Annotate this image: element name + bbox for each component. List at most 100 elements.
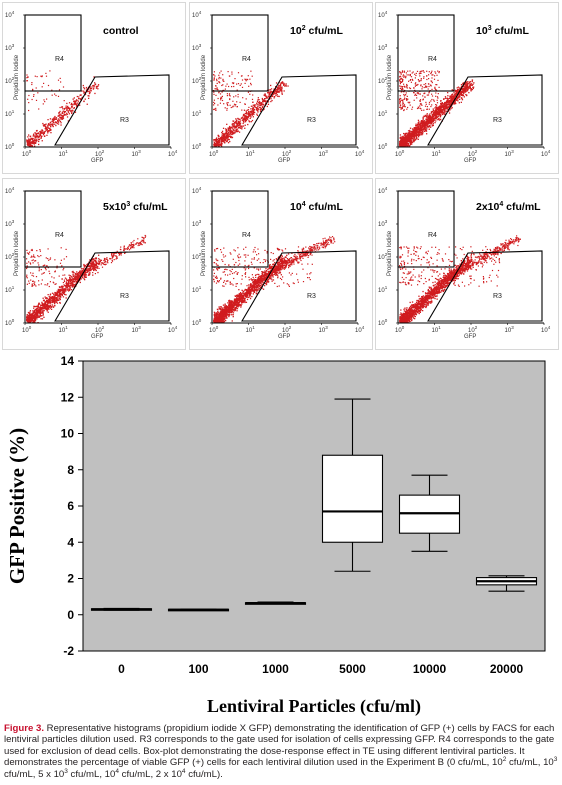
facs-y-tick-label: 100	[192, 142, 202, 151]
facs-x-tick-label: 104	[355, 325, 365, 334]
gate-r3-label: R3	[493, 117, 502, 124]
x-tick-label: 100	[188, 662, 208, 676]
y-tick-label: 12	[61, 390, 75, 404]
box-100	[167, 608, 230, 612]
x-tick-label: 1000	[262, 662, 289, 676]
panel-title: 5x103 cfu/mL	[103, 201, 168, 213]
facs-x-tick-label: 103	[505, 149, 515, 158]
facs-x-tick-label: 101	[59, 149, 69, 158]
facs-y-tick-label: 104	[378, 186, 388, 195]
gate-r3-polygon	[427, 74, 543, 146]
facs-dot-cloud	[26, 70, 100, 148]
facs-x-tick-label: 103	[132, 149, 142, 158]
y-tick-label: 6	[67, 499, 74, 513]
facs-y-tick-label: 101	[378, 285, 388, 294]
box-0	[90, 607, 153, 611]
gate-r3-polygon	[54, 74, 170, 146]
facs-y-tick-label: 103	[378, 43, 388, 52]
facs-y-tick-label: 100	[5, 142, 15, 151]
facs-x-tick-label: 102	[95, 149, 105, 158]
facs-x-label: GFP	[278, 334, 290, 340]
facs-x-tick-label: 104	[168, 325, 178, 334]
gate-r3-polygon	[241, 74, 357, 146]
facs-plot: R4 R3 100 100 101 101 102 102 103 103 104 104 GFP Pro…	[5, 10, 178, 164]
y-tick-label: 4	[67, 535, 74, 549]
facs-x-label: GFP	[278, 158, 290, 164]
facs-x-tick-label: 101	[59, 325, 69, 334]
facs-x-tick-label: 100	[22, 149, 32, 158]
facs-y-tick-label: 103	[5, 219, 15, 228]
facs-y-tick-label: 100	[5, 318, 15, 327]
facs-x-label: GFP	[464, 334, 476, 340]
facs-y-tick-label: 103	[5, 43, 15, 52]
x-tick-label: 0	[118, 662, 125, 676]
plot-area	[82, 360, 546, 652]
facs-panel: R4 R3 100 100 101 101 102 102 103 103 104 104 GFP Pro…	[2, 178, 186, 350]
panel-title: 103 cfu/mL	[476, 25, 530, 37]
facs-plot: R4 R3 100 100 101 101 102 102 103 103 104 104 GFP Pro…	[378, 186, 551, 340]
y-axis-label: GFP Positive (%)	[5, 428, 29, 584]
gate-r3-polygon	[54, 250, 170, 322]
gate-r3-label: R3	[120, 293, 129, 300]
iqr-box	[321, 454, 384, 543]
facs-y-tick-label: 102	[192, 76, 202, 85]
facs-x-tick-label: 100	[209, 325, 219, 334]
facs-y-tick-label: 100	[192, 318, 202, 327]
facs-panel-grid: R4 R3 100 100 101 101 102 102 103 103 104 104 GFP Pro…	[2, 2, 560, 350]
facs-dot-cloud	[213, 70, 289, 148]
facs-y-tick-label: 104	[378, 10, 388, 19]
facs-x-tick-label: 104	[541, 325, 551, 334]
box-20000	[475, 575, 538, 592]
facs-x-tick-label: 101	[246, 149, 256, 158]
gate-r4-label: R4	[55, 56, 64, 63]
facs-y-tick-label: 101	[192, 109, 202, 118]
y-tick-label: 14	[61, 354, 75, 368]
gate-r4-label: R4	[242, 232, 251, 239]
facs-x-tick-label: 102	[282, 325, 292, 334]
facs-x-tick-label: 101	[432, 149, 442, 158]
panel-title: 104 cfu/mL	[290, 201, 344, 213]
facs-y-tick-label: 102	[378, 76, 388, 85]
facs-x-tick-label: 102	[282, 149, 292, 158]
x-axis-label: Lentiviral Particles (cfu/ml)	[207, 696, 421, 717]
facs-y-tick-label: 102	[192, 252, 202, 261]
facs-y-tick-label: 100	[378, 318, 388, 327]
y-tick-label: 2	[67, 572, 74, 586]
facs-y-label: Propidium Iodide	[14, 54, 20, 100]
x-tick-label: 20000	[490, 662, 524, 676]
facs-panel: R4 R3 100 100 101 101 102 102 103 103 104 104 GFP Pro…	[189, 2, 373, 174]
box-plot-svg: -2 0 2 4 6 8 10 12 14 0 100 1000 5000 10000 20000 GFP P…	[5, 354, 546, 717]
facs-panel: R4 R3 100 100 101 101 102 102 103 103 104 104 GFP Pro…	[375, 178, 559, 350]
y-tick-label: 10	[61, 427, 75, 441]
gate-r3-polygon	[427, 250, 543, 322]
facs-y-tick-label: 104	[192, 10, 202, 19]
facs-dot-cloud	[213, 236, 336, 324]
facs-x-tick-label: 103	[319, 325, 329, 334]
facs-x-tick-label: 100	[209, 149, 219, 158]
box-5000	[321, 398, 384, 572]
facs-x-tick-label: 101	[432, 325, 442, 334]
facs-y-tick-label: 103	[378, 219, 388, 228]
x-tick-label: 5000	[339, 662, 366, 676]
facs-dot-cloud	[399, 235, 521, 324]
facs-panel: R4 R3 100 100 101 101 102 102 103 103 104 104 GFP Pro…	[2, 2, 186, 174]
facs-x-tick-label: 101	[246, 325, 256, 334]
facs-plot: R4 R3 100 100 101 101 102 102 103 103 104 104 GFP Pro…	[378, 10, 551, 164]
gate-r4-label: R4	[55, 232, 64, 239]
gate-r3-label: R3	[120, 117, 129, 124]
gate-r3-label: R3	[307, 293, 316, 300]
facs-x-label: GFP	[91, 158, 103, 164]
facs-panel: R4 R3 100 100 101 101 102 102 103 103 104 104 GFP Pro…	[375, 2, 559, 174]
facs-x-tick-label: 103	[319, 149, 329, 158]
facs-x-tick-label: 104	[355, 149, 365, 158]
facs-x-tick-label: 104	[541, 149, 551, 158]
facs-x-tick-label: 102	[468, 325, 478, 334]
y-tick-label: -2	[63, 644, 74, 658]
facs-y-label: Propidium Iodide	[387, 230, 393, 276]
facs-y-tick-label: 100	[378, 142, 388, 151]
facs-y-tick-label: 104	[5, 186, 15, 195]
box-plot: -2 0 2 4 6 8 10 12 14 0 100 1000 5000 10000 20000 GFP P…	[0, 352, 562, 722]
facs-x-tick-label: 100	[395, 325, 405, 334]
panel-title: control	[103, 25, 139, 37]
facs-y-tick-label: 103	[192, 219, 202, 228]
